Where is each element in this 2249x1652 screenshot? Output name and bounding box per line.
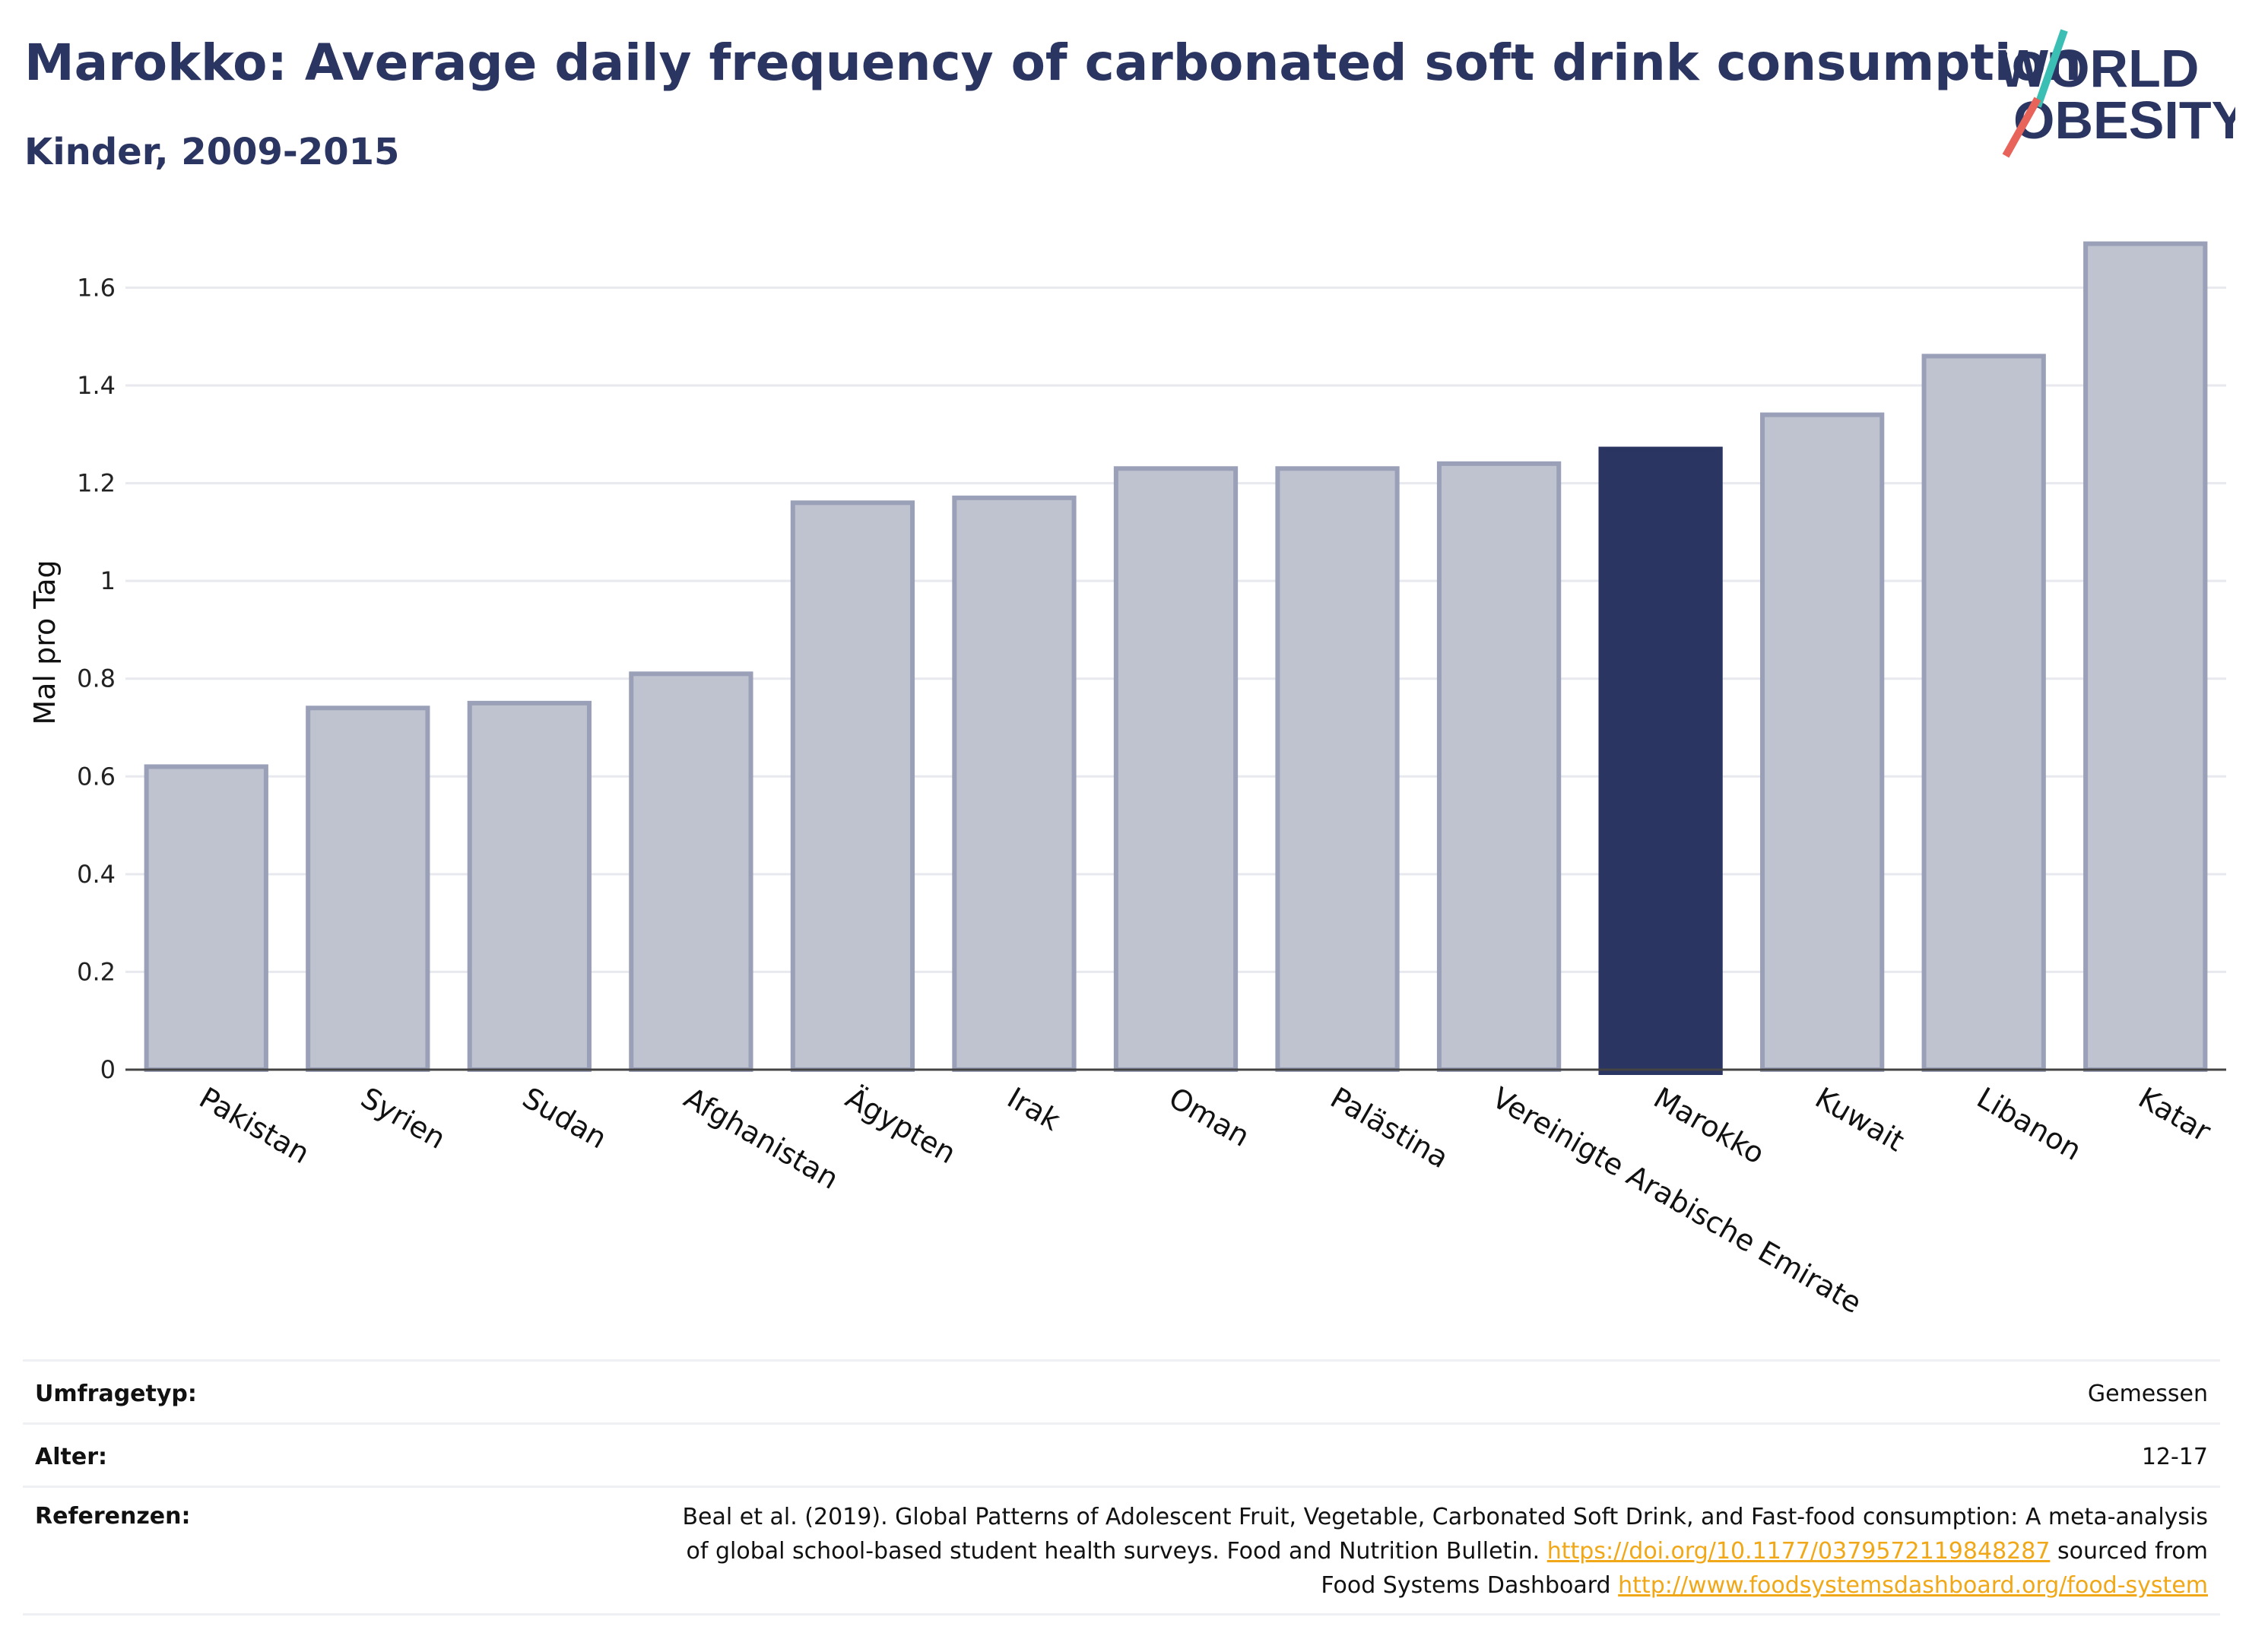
- ref-line-2-tail: sourced from: [2057, 1538, 2208, 1565]
- bar-vereinigte-arabische-emirate: [1436, 461, 1562, 1072]
- bar-kuwait: [1760, 412, 1885, 1072]
- x-tick-label: Marokko: [1648, 1081, 1771, 1171]
- references-text: Beal et al. (2019). Global Patterns of A…: [682, 1500, 2208, 1603]
- x-tick-label: Pakistan: [194, 1081, 316, 1171]
- ref-line-3-text: Food Systems Dashboard: [1321, 1572, 1611, 1599]
- references-row: Referenzen: Beal et al. (2019). Global P…: [23, 1486, 2220, 1616]
- bar-katar: [2083, 241, 2208, 1073]
- y-tick-label: 1.4: [77, 371, 116, 400]
- x-tick-label: Afghanistan: [678, 1081, 844, 1196]
- bar-libanon: [1921, 354, 2046, 1072]
- references-label: Referenzen:: [35, 1503, 191, 1530]
- x-tick-label: Oman: [1163, 1081, 1255, 1153]
- survey-type-value: Gemessen: [2087, 1381, 2208, 1407]
- y-tick-label: 1.6: [77, 273, 116, 302]
- x-tick-label: Katar: [2133, 1081, 2216, 1149]
- bar-palästina: [1275, 466, 1400, 1072]
- y-tick-label: 0.8: [77, 664, 116, 693]
- x-tick-label: Syrien: [355, 1081, 451, 1156]
- ref-line-2: of global school-based student health su…: [682, 1534, 2208, 1568]
- bars: [144, 241, 2208, 1075]
- bar-chart: 0 0.2 0.4 0.6 0.8 1 1.2 1.4 1.6 Pakistan Syrien Su…: [28, 241, 2226, 1321]
- x-tick-label: Irak: [1001, 1081, 1065, 1137]
- bar-ägypten: [790, 500, 915, 1072]
- x-tick-label: Libanon: [1971, 1081, 2087, 1167]
- age-row: Alter: 12-17: [23, 1422, 2220, 1486]
- bar-marokko: [1598, 446, 1723, 1075]
- logo-teal-slash: [2034, 29, 2068, 108]
- info-table: Umfragetyp: Gemessen Alter: 12-17 Refere…: [23, 1359, 2220, 1616]
- bar-irak: [952, 495, 1077, 1072]
- y-tick-label: 1: [100, 566, 116, 595]
- x-tick-label: Ägypten: [840, 1081, 962, 1171]
- ref-line-1: Beal et al. (2019). Global Patterns of A…: [682, 1504, 2208, 1530]
- y-axis-ticks: 0 0.2 0.4 0.6 0.8 1 1.2 1.4 1.6: [77, 273, 116, 1084]
- y-tick-label: 0: [100, 1055, 116, 1084]
- x-tick-label: Palästina: [1325, 1081, 1454, 1175]
- survey-type-label: Umfragetyp:: [35, 1381, 197, 1407]
- doi-link[interactable]: https://doi.org/10.1177/0379572119848287: [1546, 1538, 2051, 1565]
- bar-afghanistan: [629, 671, 753, 1072]
- world-obesity-logo: WORLD OBESITY: [1998, 29, 2235, 158]
- food-systems-link[interactable]: http://www.foodsystemsdashboard.org/food…: [1618, 1572, 2208, 1599]
- survey-type-row: Umfragetyp: Gemessen: [23, 1359, 2220, 1422]
- bar-sudan: [467, 700, 592, 1072]
- x-tick-label: Kuwait: [1810, 1081, 1910, 1159]
- age-label: Alter:: [35, 1444, 107, 1470]
- bar-syrien: [306, 706, 430, 1072]
- bar-pakistan: [144, 764, 268, 1073]
- y-tick-label: 0.6: [77, 762, 116, 791]
- logo-line1: WORLD: [1998, 39, 2199, 98]
- chart-title: Marokko: Average daily frequency of carb…: [24, 33, 2082, 92]
- bar-oman: [1113, 466, 1239, 1072]
- y-tick-label: 1.2: [77, 469, 116, 498]
- chart-subtitle: Kinder, 2009-2015: [24, 131, 400, 173]
- ref-line-2-text: of global school-based student health su…: [686, 1538, 1540, 1565]
- y-axis-label: Mal pro Tag: [28, 560, 62, 725]
- age-value: 12-17: [2141, 1444, 2208, 1470]
- x-tick-label: Sudan: [517, 1081, 613, 1156]
- y-tick-label: 0.2: [77, 957, 116, 986]
- logo-line2: OBESITY: [2013, 90, 2235, 150]
- ref-line-3: Food Systems Dashboard http://www.foodsy…: [682, 1568, 2208, 1603]
- y-tick-label: 0.4: [77, 860, 116, 889]
- logo-red-slash: [2002, 97, 2041, 158]
